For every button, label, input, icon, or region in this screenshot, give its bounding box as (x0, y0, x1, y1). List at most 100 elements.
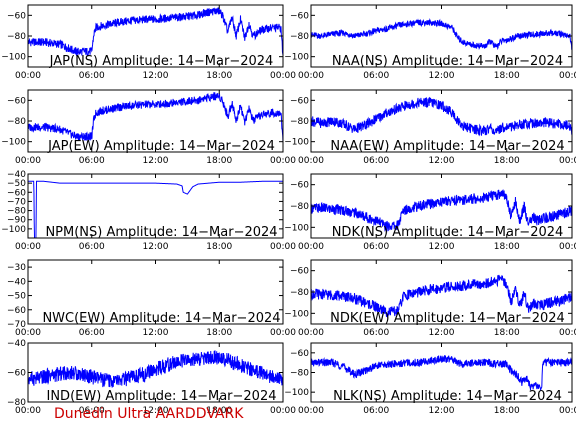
x-tick-label: 00:00 (270, 242, 296, 252)
panel-title: NLK(NS) Amplitude: 14−Mar−2024 (333, 389, 562, 404)
x-tick-label: 00:00 (270, 156, 296, 166)
x-tick-label: 00:00 (270, 71, 296, 81)
x-tick-label: 00:00 (298, 328, 324, 338)
y-tick-label: −70 (7, 320, 26, 330)
panel-jap-ns: −60 −80 −100 00:00 06:00 12:00 18:00 00:00 JAP(N… (1, 4, 296, 81)
panel-title: JAP(NS) Amplitude: 14−Mar−2024 (49, 54, 274, 69)
y-tick-label: −80 (290, 369, 309, 379)
series-line-jap-ew (28, 92, 283, 144)
x-tick-label: 06:00 (79, 406, 105, 416)
x-tick-label: 18:00 (494, 71, 520, 81)
y-tick-label: −30 (7, 263, 26, 273)
y-tick-label: −100 (1, 225, 26, 235)
y-tick-label: −80 (7, 32, 26, 42)
y-tick-label: −60 (290, 267, 309, 277)
x-tick-label: 00:00 (15, 156, 41, 166)
x-tick-label: 18:00 (494, 328, 520, 338)
series-line-jap-ns (28, 7, 283, 57)
panel-title: NDK(NS) Amplitude: 14−Mar−2024 (332, 225, 564, 240)
x-tick-label: 18:00 (206, 242, 232, 252)
x-tick-label: 18:00 (494, 406, 520, 416)
x-tick-label: 12:00 (143, 406, 169, 416)
x-tick-label: 12:00 (143, 242, 169, 252)
series-line-npm-ns (28, 180, 283, 238)
panel-title: NDK(EW) Amplitude: 14−Mar−2024 (330, 311, 565, 326)
x-tick-label: 12:00 (429, 242, 455, 252)
y-tick-label: −90 (7, 216, 26, 226)
y-tick-label: −60 (7, 369, 26, 379)
x-tick-label: 06:00 (79, 156, 105, 166)
x-tick-label: 18:00 (206, 156, 232, 166)
x-tick-label: 12:00 (143, 156, 169, 166)
x-tick-label: 00:00 (559, 71, 576, 81)
x-tick-label: 00:00 (15, 406, 41, 416)
y-tick-label: −80 (7, 117, 26, 127)
x-tick-label: 12:00 (143, 71, 169, 81)
panel-npm-ns: −40−50−60−70−80−90−100 00:00 06:00 12:00 18:… (1, 170, 296, 252)
panel-jap-ew: −60 −80 −100 00:00 06:00 12:00 18:00 00:00 JAP(E… (1, 89, 296, 166)
y-tick-label: −100 (284, 53, 309, 63)
y-tick-label: −80 (290, 202, 309, 212)
x-tick-label: 18:00 (494, 156, 520, 166)
y-tick-label: −100 (1, 53, 26, 63)
y-tick-label: −60 (290, 96, 309, 106)
x-tick-label: 06:00 (79, 242, 105, 252)
x-tick-label: 00:00 (270, 406, 296, 416)
x-tick-label: 18:00 (206, 71, 232, 81)
x-tick-label: 12:00 (429, 406, 455, 416)
x-tick-label: 06:00 (79, 328, 105, 338)
series-line-ind-ew (28, 350, 283, 388)
y-tick-label: −100 (284, 388, 309, 398)
x-tick-label: 18:00 (206, 328, 232, 338)
x-tick-label: 00:00 (559, 406, 576, 416)
x-tick-label: 00:00 (298, 156, 324, 166)
x-tick-label: 18:00 (494, 242, 520, 252)
y-tick-label: −80 (290, 288, 309, 298)
series-line-naa-ns (311, 17, 572, 51)
x-tick-label: 12:00 (429, 328, 455, 338)
x-tick-label: 00:00 (298, 71, 324, 81)
x-tick-label: 00:00 (559, 242, 576, 252)
x-tick-label: 06:00 (79, 71, 105, 81)
x-tick-label: 00:00 (559, 328, 576, 338)
x-tick-label: 00:00 (15, 71, 41, 81)
y-tick-label: −60 (290, 11, 309, 21)
x-tick-label: 06:00 (363, 242, 389, 252)
y-tick-label: −100 (284, 223, 309, 233)
series-line-nlk-ns (311, 355, 572, 391)
y-tick-label: −70 (7, 197, 26, 207)
panel-title: JAP(EW) Amplitude: 14−Mar−2024 (47, 139, 275, 154)
x-tick-label: 12:00 (429, 71, 455, 81)
x-tick-label: 00:00 (15, 328, 41, 338)
panel-naa-ew: −60 −80 −100 00:00 06:00 12:00 18:00 00:00 NAA(E… (284, 89, 576, 166)
y-tick-label: −60 (290, 181, 309, 191)
x-tick-label: 06:00 (363, 328, 389, 338)
y-tick-label: −40 (7, 277, 26, 287)
y-tick-label: −60 (7, 96, 26, 106)
panel-title: NPM(NS) Amplitude: 14−Mar−2024 (45, 225, 277, 240)
x-tick-label: 00:00 (559, 156, 576, 166)
footer-label: Dunedin Ultra AARDDVARK (54, 406, 244, 422)
y-tick-label: −60 (7, 11, 26, 21)
panel-title: NWC(EW) Amplitude: 14−Mar−2024 (42, 311, 280, 326)
y-tick-label: −80 (7, 398, 26, 408)
y-tick-label: −80 (290, 117, 309, 127)
panel-title: NAA(EW) Amplitude: 14−Mar−2024 (330, 139, 564, 154)
panel-ndk-ew: −60 −80 −100 00:00 06:00 12:00 18:00 00:00 NDK(E… (284, 259, 576, 338)
y-tick-label: −60 (7, 188, 26, 198)
x-tick-label: 00:00 (298, 242, 324, 252)
series-line-ndk-ew (311, 274, 572, 318)
y-tick-label: −80 (7, 207, 26, 217)
panel-title: IND(EW) Amplitude: 14−Mar−2024 (47, 389, 277, 404)
series-line-ndk-ns (311, 189, 572, 233)
x-tick-label: 00:00 (270, 328, 296, 338)
y-tick-label: −50 (7, 179, 26, 189)
y-tick-label: −80 (290, 32, 309, 42)
panel-nlk-ns: −60 −80 −100 00:00 06:00 12:00 18:00 00:00 NLK(N… (284, 342, 576, 416)
x-tick-label: 12:00 (143, 328, 169, 338)
x-tick-label: 12:00 (429, 156, 455, 166)
x-tick-label: 00:00 (15, 242, 41, 252)
